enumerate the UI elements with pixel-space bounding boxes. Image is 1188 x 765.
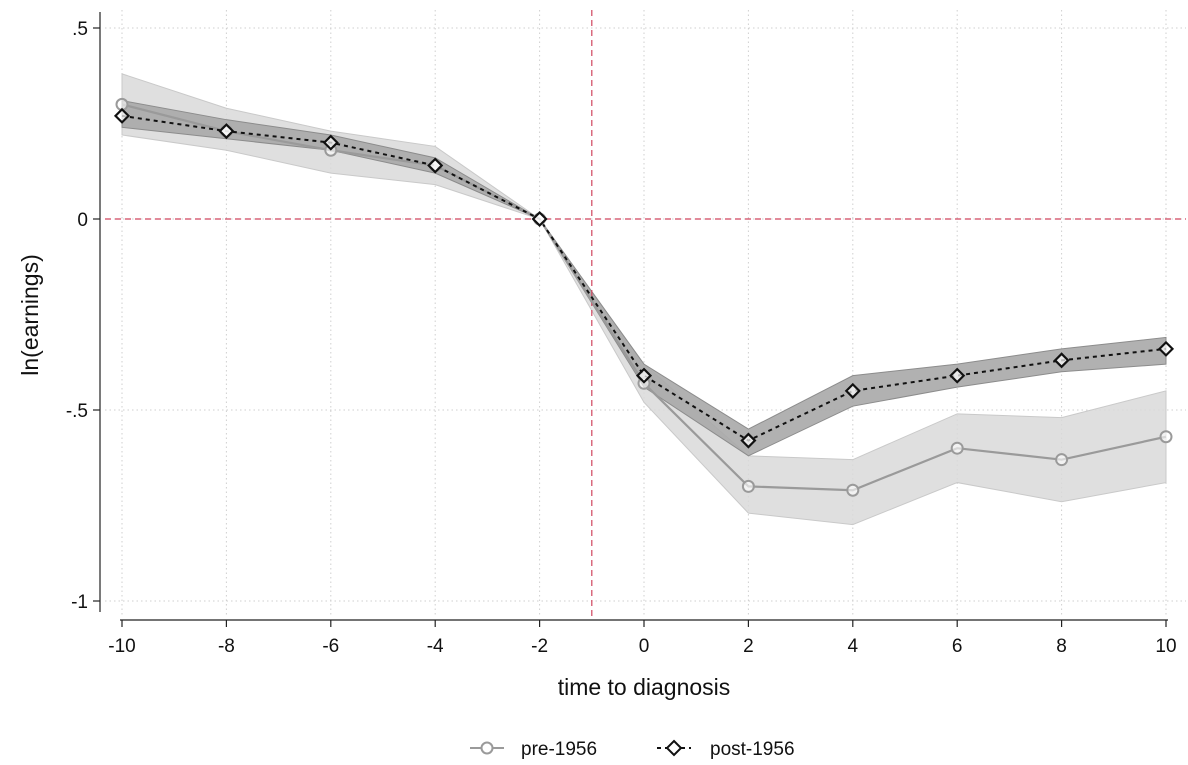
point-post-1956-0 xyxy=(635,367,653,384)
point-post-1956--6 xyxy=(322,134,339,151)
point-post-1956-6 xyxy=(949,367,966,384)
point-pre-1956-6 xyxy=(950,441,964,455)
series-line-post-1956 xyxy=(121,114,1167,442)
legend-post-1956-marker xyxy=(665,739,683,757)
y-tick-label-3: -1 xyxy=(71,592,88,613)
y-axis-title: ln(earnings) xyxy=(17,254,43,375)
legend-pre-1956-label: pre-1956 xyxy=(521,739,597,760)
y-tick-label-0: .5 xyxy=(72,19,88,40)
point-post-1956-10 xyxy=(1157,340,1175,357)
reference-lines xyxy=(105,10,1186,620)
x-tick-label-1: -8 xyxy=(218,636,235,657)
x-tick-label-7: 4 xyxy=(848,636,859,657)
point-pre-1956-8 xyxy=(1055,453,1069,467)
point-post-1956--2 xyxy=(531,210,548,228)
legend-post-1956-label: post-1956 xyxy=(710,739,795,760)
tick-labels: -10 -8 -6 -4 -2 0 2 4 6 8 10 .5 0 -.5 -1 xyxy=(66,19,1177,657)
axes xyxy=(93,12,1168,627)
grid xyxy=(105,10,1186,615)
legend: pre-1956 post-1956 xyxy=(470,739,795,760)
x-tick-label-3: -4 xyxy=(427,636,444,657)
y-tick-label-2: -.5 xyxy=(66,401,88,422)
x-axis-title: time to diagnosis xyxy=(558,674,731,700)
point-post-1956--10 xyxy=(113,107,131,124)
series-markers xyxy=(113,97,1175,497)
x-tick-label-6: 2 xyxy=(743,636,754,657)
point-pre-1956-2 xyxy=(741,479,755,493)
point-post-1956--8 xyxy=(218,123,235,140)
y-tick-label-1: 0 xyxy=(77,210,88,231)
point-post-1956--4 xyxy=(427,157,444,174)
x-tick-label-9: 8 xyxy=(1056,636,1067,657)
point-pre-1956-4 xyxy=(846,483,860,497)
x-tick-label-10: 10 xyxy=(1155,636,1176,657)
x-tick-label-0: -10 xyxy=(108,636,135,657)
ci-band-pre-1956 xyxy=(121,73,1167,526)
point-post-1956-8 xyxy=(1053,352,1070,369)
point-post-1956-2 xyxy=(740,432,757,449)
x-tick-label-2: -6 xyxy=(322,636,339,657)
point-post-1956-4 xyxy=(844,382,861,399)
x-tick-label-8: 6 xyxy=(952,636,963,657)
x-tick-label-5: 0 xyxy=(639,636,650,657)
x-tick-label-4: -2 xyxy=(531,636,548,657)
point-pre-1956-10 xyxy=(1159,430,1173,444)
legend-pre-1956-marker xyxy=(480,741,494,755)
